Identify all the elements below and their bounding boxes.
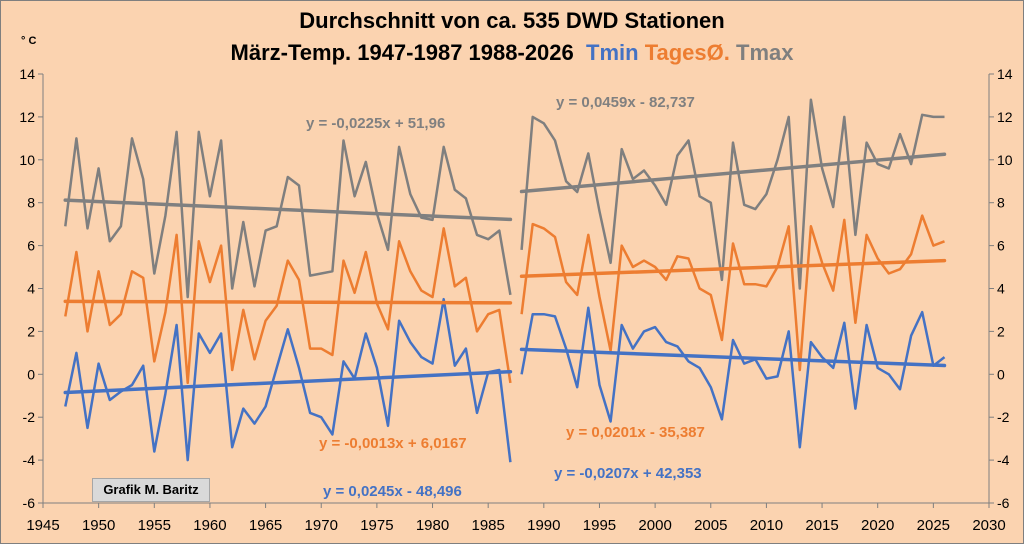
x-tick-label: 2000 xyxy=(638,517,671,534)
trend-equation-tmin: y = -0,0207x + 42,353 xyxy=(554,465,702,482)
trendline-tmin xyxy=(63,369,513,395)
trendline-tmax xyxy=(63,198,513,222)
series-line-mean xyxy=(64,227,512,385)
y-tick-label-left: 6 xyxy=(27,238,35,254)
x-tick-label: 2010 xyxy=(750,517,783,534)
y-tick-label-left: -4 xyxy=(23,452,36,468)
y-tick-label-right: 2 xyxy=(997,323,1005,339)
x-tick-label: 1985 xyxy=(471,517,504,534)
trendline-mean xyxy=(63,299,513,305)
series-line-tmin xyxy=(64,297,512,463)
y-tick-label-right: 10 xyxy=(997,152,1013,168)
legend-tmin: Tmin xyxy=(586,40,639,65)
legend-tagesmittel: TagesØ. xyxy=(644,40,730,65)
x-tick-label: 1945 xyxy=(26,517,59,534)
x-tick-label: 1980 xyxy=(416,517,449,534)
y-tick-label-left: 12 xyxy=(19,109,35,125)
credit-box: Grafik M. Baritz xyxy=(92,478,210,502)
y-tick-label-left: 0 xyxy=(27,366,35,382)
trendline-tmin xyxy=(519,347,947,368)
y-tick-label-right: 6 xyxy=(997,238,1005,254)
subtitle-lead: März-Temp. 1947-1987 1988-2026 xyxy=(230,40,574,65)
trend-equation-mean: y = 0,0201x - 35,387 xyxy=(566,424,705,441)
x-tick-label: 1975 xyxy=(360,517,393,534)
y-tick-label-left: -2 xyxy=(23,409,36,425)
x-tick-label: 2015 xyxy=(805,517,838,534)
y-tick-label-right: 4 xyxy=(997,281,1005,297)
x-tick-label: 2005 xyxy=(694,517,727,534)
x-tick-label: 2020 xyxy=(861,517,894,534)
x-tick-label: 1965 xyxy=(249,517,282,534)
series-line-tmin xyxy=(520,306,946,449)
x-tick-label: 1960 xyxy=(193,517,226,534)
y-tick-label-left: 8 xyxy=(27,195,35,211)
y-tick-label-right: 8 xyxy=(997,195,1005,211)
legend-tmax: Tmax xyxy=(736,40,794,65)
y-tick-label-right: 0 xyxy=(997,366,1005,382)
y-tick-label-right: -4 xyxy=(997,452,1010,468)
x-tick-label: 2025 xyxy=(917,517,950,534)
chart-subtitle: März-Temp. 1947-1987 1988-2026 Tmin Tage… xyxy=(1,40,1023,66)
x-tick-label: 1950 xyxy=(82,517,115,534)
y-tick-label-left: 10 xyxy=(19,152,35,168)
y-tick-label-right: -2 xyxy=(997,409,1010,425)
y-tick-label-right: 12 xyxy=(997,109,1013,125)
trend-equation-tmax: y = -0,0225x + 51,96 xyxy=(306,115,445,132)
x-tick-label: 1995 xyxy=(583,517,616,534)
series-line-mean xyxy=(520,214,945,372)
y-axis-unit-label: ° C xyxy=(21,35,36,47)
y-tick-label-left: 14 xyxy=(19,66,35,82)
y-tick-label-right: -6 xyxy=(997,495,1010,511)
series-line-tmax xyxy=(520,98,945,290)
y-tick-label-left: 4 xyxy=(27,281,35,297)
x-tick-label: 2030 xyxy=(972,517,1005,534)
trendline-tmax xyxy=(519,152,947,194)
trendline-mean xyxy=(519,258,947,279)
trend-equation-mean: y = -0,0013x + 6,0167 xyxy=(319,435,467,452)
x-tick-label: 1955 xyxy=(138,517,171,534)
series-line-tmax xyxy=(64,130,512,299)
chart-title: Durchschnitt von ca. 535 DWD Stationen xyxy=(299,8,725,33)
y-tick-label-right: 14 xyxy=(997,66,1013,82)
x-tick-label: 1990 xyxy=(527,517,560,534)
x-tick-label: 1970 xyxy=(305,517,338,534)
trend-equation-tmin: y = 0,0245x - 48,496 xyxy=(323,483,462,500)
y-tick-label-left: 2 xyxy=(27,323,35,339)
trend-equation-tmax: y = 0,0459x - 82,737 xyxy=(556,94,695,111)
y-tick-label-left: -6 xyxy=(23,495,36,511)
